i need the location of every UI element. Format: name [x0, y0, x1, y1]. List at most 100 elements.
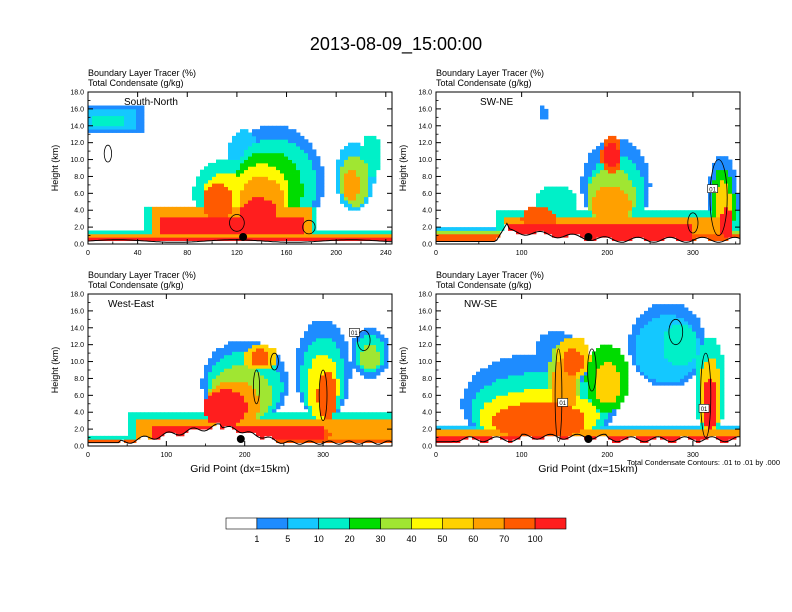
field-cell — [596, 186, 601, 191]
condensate-contour — [252, 369, 260, 405]
field-cell — [272, 173, 277, 177]
field-cell — [252, 388, 257, 393]
field-cell — [148, 415, 153, 420]
field-cell — [588, 200, 593, 204]
field-cell — [264, 375, 269, 379]
field-cell — [608, 206, 613, 211]
field-cell — [568, 223, 573, 228]
field-cell — [536, 371, 541, 376]
field-cell — [600, 412, 605, 416]
field-cell — [252, 348, 257, 352]
field-cell — [624, 213, 629, 218]
field-cell — [276, 227, 281, 231]
field-cell — [628, 149, 633, 154]
field-cell — [248, 166, 253, 171]
field-cell — [284, 149, 289, 154]
field-cell — [252, 162, 257, 167]
field-cell — [204, 405, 209, 410]
field-cell — [120, 105, 125, 110]
field-cell — [164, 418, 169, 423]
field-cell — [280, 216, 285, 221]
field-cell — [476, 408, 481, 413]
field-cell — [92, 108, 97, 113]
field-cell — [216, 402, 221, 406]
field-cell — [536, 412, 541, 416]
field-cell — [208, 189, 213, 194]
field-cell — [572, 422, 577, 427]
field-cell — [640, 223, 645, 228]
field-cell — [284, 146, 289, 150]
field-cell — [364, 435, 369, 440]
field-cell — [252, 129, 257, 133]
field-cell — [624, 220, 629, 225]
field-cell — [732, 176, 737, 181]
field-cell — [548, 375, 553, 379]
field-cell — [276, 223, 281, 228]
field-cell — [96, 122, 101, 127]
field-cell — [324, 435, 329, 440]
field-cell — [360, 334, 365, 339]
field-cell — [504, 398, 509, 403]
field-cell — [304, 368, 309, 373]
field-cell — [348, 186, 353, 191]
field-cell — [252, 200, 257, 204]
field-cell — [336, 415, 341, 420]
field-cell — [608, 230, 613, 235]
field-cell — [288, 166, 293, 171]
field-cell — [576, 412, 581, 416]
field-cell — [612, 159, 617, 164]
field-cell — [256, 385, 261, 389]
field-cell — [552, 432, 557, 437]
field-cell — [544, 378, 549, 383]
field-cell — [320, 183, 325, 187]
field-cell — [368, 361, 373, 366]
field-cell — [528, 378, 533, 383]
field-cell — [628, 179, 633, 184]
field-cell — [724, 156, 729, 160]
field-cell — [336, 176, 341, 181]
field-cell — [192, 223, 197, 228]
field-cell — [268, 425, 273, 430]
field-cell — [604, 186, 609, 191]
field-cell — [596, 361, 601, 366]
field-cell — [280, 139, 285, 144]
field-cell — [328, 408, 333, 413]
field-cell — [288, 139, 293, 144]
field-cell — [272, 193, 277, 198]
field-cell — [136, 412, 141, 416]
field-cell — [208, 391, 213, 396]
field-cell — [296, 216, 301, 221]
field-cell — [584, 169, 589, 174]
field-cell — [572, 213, 577, 218]
field-cell — [736, 216, 741, 221]
field-cell — [364, 233, 369, 238]
field-cell — [596, 391, 601, 396]
panel-title: West-East — [108, 299, 154, 310]
field-cell — [712, 213, 717, 218]
field-cell — [160, 206, 165, 211]
field-cell — [484, 418, 489, 423]
field-cell — [176, 227, 181, 231]
field-cell — [192, 186, 197, 191]
field-cell — [240, 405, 245, 410]
field-cell — [268, 358, 273, 362]
field-cell — [476, 425, 481, 430]
field-cell — [308, 213, 313, 218]
field-cell — [304, 156, 309, 160]
field-cell — [156, 230, 161, 235]
field-cell — [324, 361, 329, 366]
location-marker — [584, 233, 593, 241]
field-cell — [200, 381, 205, 386]
field-cell — [264, 189, 269, 194]
field-cell — [444, 432, 449, 437]
field-cell — [732, 210, 737, 214]
field-cell — [228, 385, 233, 389]
field-cell — [480, 422, 485, 427]
field-cell — [220, 415, 225, 420]
field-cell — [604, 156, 609, 160]
field-cell — [616, 146, 621, 150]
field-cell — [524, 425, 529, 430]
field-cell — [360, 183, 365, 187]
field-cell — [148, 429, 153, 433]
field-cell — [220, 196, 225, 201]
